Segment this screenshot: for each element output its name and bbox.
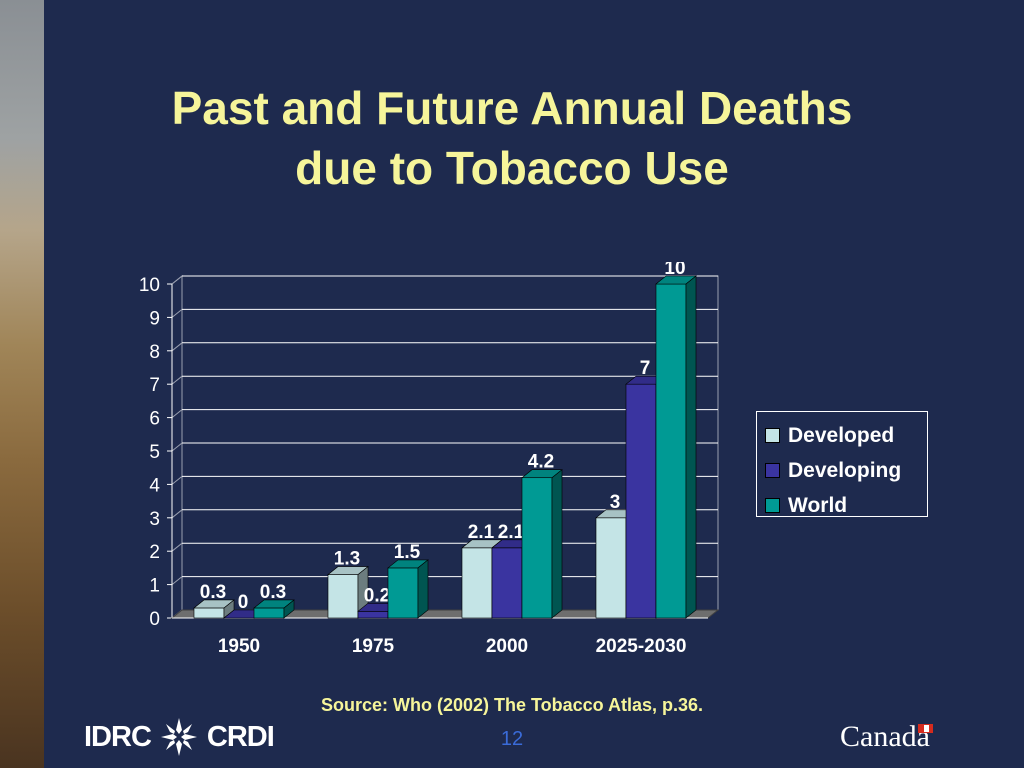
legend-label: Developing — [788, 458, 902, 482]
data-label: 4.2 — [528, 452, 554, 473]
y-tick-label: 7 — [149, 375, 160, 396]
y-tick-label: 1 — [149, 576, 160, 597]
data-label: 10 — [664, 262, 685, 279]
source-note: Source: Who (2002) The Tobacco Atlas, p.… — [320, 695, 704, 715]
grid-diagonal — [171, 509, 183, 519]
x-category-label: 2025-2030 — [596, 636, 687, 657]
grid-diagonal — [171, 442, 183, 452]
y-tick-label: 9 — [149, 308, 160, 329]
bar — [491, 547, 523, 619]
x-category-label: 1950 — [218, 636, 260, 657]
bar — [357, 611, 389, 619]
legend-swatch — [765, 498, 780, 513]
y-tick-label: 6 — [149, 409, 160, 430]
y-tick-label: 10 — [139, 275, 160, 296]
data-label: 0.3 — [260, 582, 286, 603]
bar — [521, 477, 553, 619]
bar-side — [685, 275, 697, 619]
bar — [253, 607, 285, 619]
y-tick-label: 3 — [149, 509, 160, 530]
idrc-text: IDRC — [84, 720, 152, 753]
data-label: 0.2 — [364, 585, 390, 606]
bar — [625, 383, 657, 619]
data-label: 0.3 — [200, 582, 226, 603]
grid-diagonal — [171, 409, 183, 418]
data-label: 3 — [610, 492, 621, 513]
bar — [655, 283, 687, 619]
legend-swatch — [765, 463, 780, 478]
y-tick-label: 8 — [149, 342, 160, 363]
chart-legend: Developed Developing World — [756, 411, 928, 517]
legend-item: Developing — [765, 453, 927, 488]
grid-diagonal — [171, 375, 183, 385]
grid-diagonal — [171, 275, 183, 285]
bar-side — [551, 469, 563, 619]
page-number: 12 — [500, 728, 524, 750]
grid-diagonal — [171, 342, 183, 352]
data-label: 0 — [238, 592, 249, 613]
bar — [387, 567, 419, 619]
grid-diagonal — [171, 476, 183, 485]
bar — [193, 607, 225, 619]
bar — [461, 547, 493, 619]
bar-side — [283, 599, 295, 619]
legend-item: World — [765, 488, 927, 523]
idrc-crdi-logo: IDRC CRDI — [84, 716, 275, 758]
canada-flag-icon — [918, 724, 933, 733]
data-label: 2.1 — [468, 522, 495, 543]
canada-wordmark: Canada — [840, 720, 930, 753]
x-category-label: 2000 — [486, 636, 528, 657]
grid-diagonal — [171, 542, 183, 552]
y-tick-label: 5 — [149, 442, 160, 463]
legend-label: World — [788, 493, 848, 517]
y-tick-label: 2 — [149, 542, 160, 563]
legend-item: Developed — [765, 418, 927, 453]
data-label: 2.1 — [498, 522, 525, 543]
crdi-text: CRDI — [206, 720, 275, 753]
legend-swatch — [765, 428, 780, 443]
grid-diagonal — [171, 576, 183, 585]
data-label: 1.3 — [334, 549, 360, 570]
legend-label: Developed — [788, 423, 895, 447]
bar — [595, 517, 627, 619]
x-category-label: 1975 — [352, 636, 395, 657]
title-line-1: Past and Future Annual Deaths — [171, 82, 853, 134]
title-line-2: due to Tobacco Use — [295, 142, 729, 194]
bar-side — [417, 559, 429, 619]
slide-title: Past and Future Annual Deaths due to Tob… — [60, 78, 964, 198]
side-decor-strip — [0, 0, 44, 768]
data-label: 7 — [640, 358, 651, 379]
y-tick-label: 0 — [149, 609, 160, 630]
grid-diagonal — [171, 309, 183, 318]
y-tick-label: 4 — [149, 475, 160, 496]
bar — [327, 574, 359, 619]
data-label: 1.5 — [394, 542, 421, 563]
idrc-star-icon — [160, 718, 197, 756]
